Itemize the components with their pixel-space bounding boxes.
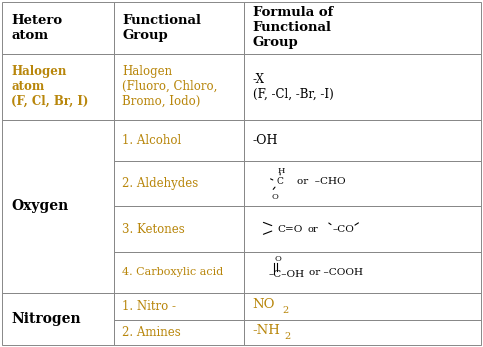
Bar [114, 252, 244, 293]
Bar [244, 252, 481, 293]
Text: Functional
Group: Functional Group [122, 14, 201, 42]
Text: H: H [277, 167, 285, 175]
Text: 2: 2 [283, 306, 289, 315]
Text: -X
(F, -Cl, -Br, -I): -X (F, -Cl, -Br, -I) [253, 73, 333, 101]
Text: or –COOH: or –COOH [309, 268, 363, 277]
Bar [244, 54, 481, 120]
Text: C: C [277, 177, 284, 186]
Text: Nitrogen: Nitrogen [11, 312, 81, 326]
Text: C=O: C=O [278, 225, 303, 234]
Text: 2. Amines: 2. Amines [122, 326, 181, 339]
Bar [2, 54, 114, 120]
Text: -NH: -NH [253, 324, 281, 337]
Bar [114, 54, 244, 120]
Bar [114, 320, 244, 345]
Bar [244, 293, 481, 320]
Bar [114, 120, 244, 161]
Text: Halogen
(Fluoro, Chloro,
Bromo, Iodo): Halogen (Fluoro, Chloro, Bromo, Iodo) [122, 65, 217, 108]
Bar [244, 206, 481, 252]
Bar [2, 293, 114, 345]
Bar [114, 2, 244, 54]
Text: -OH: -OH [253, 134, 278, 147]
Bar [114, 161, 244, 206]
Text: 1. Nitro -: 1. Nitro - [122, 300, 176, 313]
Text: 1. Alcohol: 1. Alcohol [122, 134, 182, 147]
Text: 2: 2 [284, 332, 291, 341]
Text: Halogen
atom
(F, Cl, Br, I): Halogen atom (F, Cl, Br, I) [11, 65, 88, 108]
Text: 2. Aldehydes: 2. Aldehydes [122, 177, 199, 191]
Bar [114, 293, 244, 320]
Text: 3. Ketones: 3. Ketones [122, 222, 185, 236]
Bar [244, 120, 481, 161]
Text: Hetero
atom: Hetero atom [11, 14, 62, 42]
Bar [2, 120, 114, 293]
Text: Oxygen: Oxygen [11, 200, 69, 213]
Bar [114, 206, 244, 252]
Bar [244, 2, 481, 54]
Text: –C–OH: –C–OH [268, 270, 304, 279]
Text: or: or [308, 225, 318, 234]
Text: O: O [274, 255, 281, 263]
Text: –CO: –CO [332, 225, 354, 234]
Text: Formula of
Functional
Group: Formula of Functional Group [253, 6, 333, 49]
Bar [244, 320, 481, 345]
Text: O: O [272, 193, 279, 201]
Bar [244, 161, 481, 206]
Text: NO: NO [253, 298, 275, 311]
Bar [2, 2, 114, 54]
Text: or  –CHO: or –CHO [297, 177, 346, 186]
Text: 4. Carboxylic acid: 4. Carboxylic acid [122, 268, 224, 277]
